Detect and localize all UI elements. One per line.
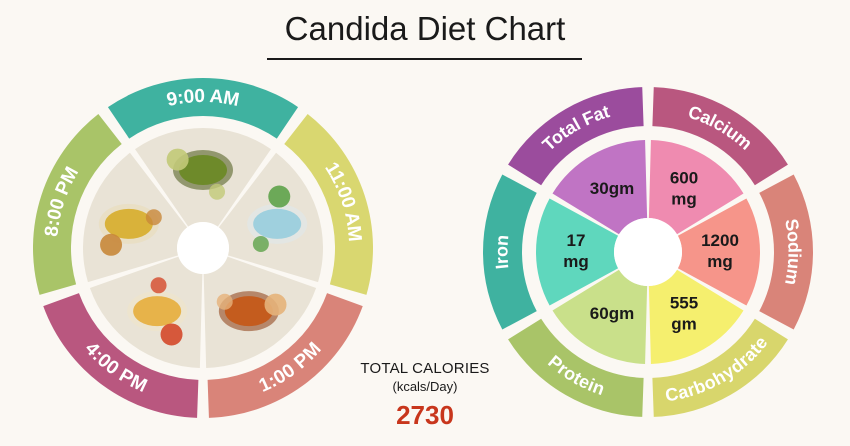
nutrient-value-wedge — [536, 198, 619, 306]
nutrient-value: 17 mg — [563, 231, 589, 271]
total-calories-label: TOTAL CALORIES — [360, 360, 490, 377]
soup-bowl-icon — [89, 256, 203, 368]
nutrient-name-band — [652, 87, 788, 186]
total-calories-value: 2730 — [396, 400, 454, 430]
nutrient-name-band — [652, 318, 788, 417]
rice-roti-icon — [82, 152, 188, 283]
nutrient-value: 600 mg — [670, 169, 698, 209]
title-underline — [267, 58, 582, 60]
meal-time-band — [284, 114, 373, 295]
page-title: Candida Diet Chart — [284, 10, 566, 47]
nutrient-name-band — [759, 174, 813, 330]
total-calories-unit: (kcals/Day) — [392, 379, 458, 394]
nutrient-value-wedge — [677, 198, 760, 306]
meal-wheel-center — [177, 222, 229, 274]
nutrient-name-label: Iron — [491, 234, 512, 270]
nutrient-value-wedge — [648, 269, 744, 364]
nutrient-value: 30gm — [590, 179, 634, 198]
meal-time-band — [107, 78, 299, 139]
meal-time-band — [43, 293, 199, 418]
green-tea-icon — [135, 128, 271, 227]
nutrient-name-band — [508, 87, 644, 186]
nutrient-value-wedge — [552, 140, 648, 235]
nutrient-value: 60gm — [590, 304, 634, 323]
nutrient-value: 555 gm — [670, 294, 698, 334]
nutrient-value-wedge — [552, 269, 648, 364]
nutrient-wheel-center — [614, 218, 682, 286]
nutrient-name-label: Sodium — [781, 217, 805, 287]
meal-time-band — [207, 293, 363, 418]
curry-roti-icon — [203, 256, 317, 368]
meal-time-band — [32, 114, 122, 295]
nutrient-value-wedge — [648, 140, 744, 235]
total-calories-box: TOTAL CALORIES (kcals/Day) 2730 — [330, 360, 520, 431]
meal-time-label: 9:00 AM — [165, 86, 241, 111]
coconut-water-icon — [218, 152, 324, 283]
nutrient-value: 1200 mg — [701, 231, 739, 271]
nutrient-name-band — [508, 318, 644, 417]
nutrient-name-band — [483, 174, 537, 330]
